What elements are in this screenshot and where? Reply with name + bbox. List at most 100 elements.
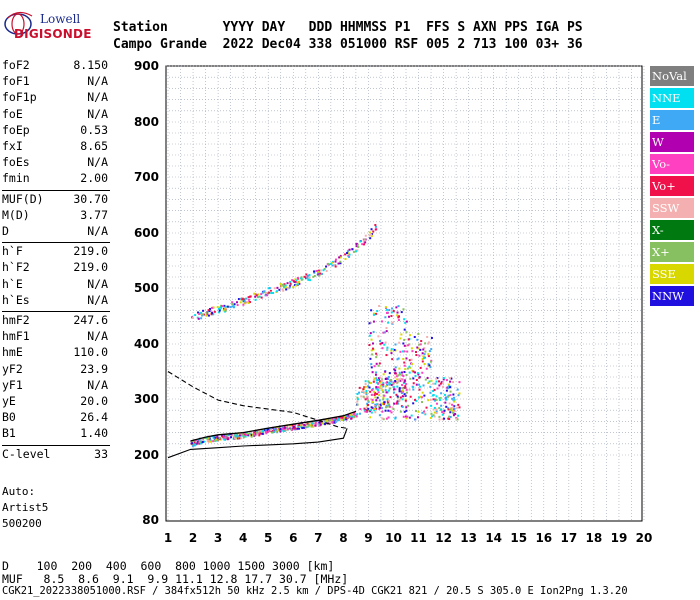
echo-point bbox=[287, 287, 290, 290]
echo-point bbox=[264, 294, 267, 297]
echo-point bbox=[423, 353, 426, 356]
echo-point bbox=[371, 399, 374, 402]
echo-point bbox=[416, 372, 419, 375]
echo-point bbox=[396, 385, 399, 388]
echo-point bbox=[422, 355, 425, 358]
echo-point bbox=[290, 424, 293, 427]
echo-point bbox=[242, 303, 245, 306]
echo-point bbox=[388, 381, 391, 384]
echo-point bbox=[425, 406, 428, 409]
echo-point bbox=[421, 401, 424, 404]
echo-point bbox=[340, 419, 343, 422]
echo-point bbox=[351, 248, 354, 251]
echo-point bbox=[296, 276, 299, 279]
y-tick-label: 400 bbox=[134, 337, 159, 351]
echo-point bbox=[392, 388, 395, 391]
echo-point bbox=[347, 414, 350, 417]
echo-point bbox=[312, 420, 315, 423]
echo-point bbox=[427, 362, 430, 365]
echo-point bbox=[374, 396, 377, 399]
x-tick-label: 4 bbox=[239, 531, 247, 545]
echo-point bbox=[335, 417, 338, 420]
echo-point bbox=[373, 409, 376, 412]
echo-point bbox=[403, 364, 406, 367]
echo-point bbox=[343, 415, 346, 418]
echo-point bbox=[384, 316, 387, 319]
echo-point bbox=[326, 418, 329, 421]
param-row: h`E N/A bbox=[2, 277, 108, 293]
echo-point bbox=[378, 408, 381, 411]
echo-point bbox=[344, 257, 347, 260]
echo-point bbox=[449, 411, 452, 414]
echo-point bbox=[237, 298, 240, 301]
echo-point bbox=[365, 391, 368, 394]
echo-point bbox=[361, 243, 364, 246]
echo-point bbox=[405, 357, 408, 360]
echo-point bbox=[374, 411, 377, 414]
echo-point bbox=[308, 273, 311, 276]
echo-point bbox=[408, 388, 411, 391]
echo-point bbox=[306, 424, 309, 427]
echo-point bbox=[240, 297, 243, 300]
echo-point bbox=[368, 234, 371, 237]
echo-point bbox=[330, 261, 333, 264]
echo-point bbox=[391, 358, 394, 361]
echo-point bbox=[384, 409, 387, 412]
echo-point bbox=[375, 407, 378, 410]
echo-point bbox=[225, 434, 228, 437]
echo-point bbox=[421, 352, 424, 355]
param-row: B1 1.40 bbox=[2, 426, 108, 442]
echo-point bbox=[444, 398, 447, 401]
echo-point bbox=[409, 395, 412, 398]
echo-point bbox=[291, 279, 294, 282]
echo-point bbox=[266, 294, 269, 297]
x-tick-label: 6 bbox=[289, 531, 297, 545]
echo-point bbox=[235, 435, 238, 438]
param-row: C-level 33 bbox=[2, 447, 108, 463]
echo-point bbox=[334, 264, 337, 267]
echo-point bbox=[428, 364, 431, 367]
echo-point bbox=[314, 421, 317, 424]
echo-point bbox=[402, 374, 405, 377]
echo-point bbox=[451, 381, 454, 384]
echo-point bbox=[416, 338, 419, 341]
echo-point bbox=[365, 390, 368, 393]
echo-point bbox=[278, 288, 281, 291]
echo-point bbox=[382, 385, 385, 388]
echo-point bbox=[435, 408, 438, 411]
echo-point bbox=[399, 396, 402, 399]
echo-point bbox=[379, 381, 382, 384]
echo-point bbox=[268, 287, 271, 290]
echo-point bbox=[337, 262, 340, 265]
echo-point bbox=[207, 437, 210, 440]
echo-point bbox=[253, 292, 256, 295]
echo-point bbox=[213, 436, 216, 439]
echo-point bbox=[334, 260, 337, 263]
echo-point bbox=[363, 239, 366, 242]
echo-point bbox=[412, 370, 415, 373]
echo-point bbox=[377, 403, 380, 406]
y-tick-label: 600 bbox=[134, 226, 159, 240]
echo-point bbox=[423, 357, 426, 360]
param-name: yE bbox=[2, 394, 16, 408]
echo-point bbox=[264, 428, 267, 431]
echo-point bbox=[448, 415, 451, 418]
echo-point bbox=[303, 275, 306, 278]
echo-point bbox=[381, 417, 384, 420]
echo-point bbox=[208, 440, 211, 443]
echo-point bbox=[369, 416, 372, 419]
echo-point bbox=[292, 280, 295, 283]
echo-point bbox=[254, 430, 257, 433]
echo-point bbox=[378, 399, 381, 402]
echo-point bbox=[429, 398, 432, 401]
echo-point bbox=[291, 424, 294, 427]
echo-point bbox=[404, 398, 407, 401]
echo-point bbox=[403, 338, 406, 341]
echo-point bbox=[280, 285, 283, 288]
echo-point bbox=[369, 321, 372, 324]
echo-point bbox=[430, 348, 433, 351]
echo-point bbox=[234, 437, 237, 440]
echo-point bbox=[298, 282, 301, 285]
echo-point bbox=[400, 390, 403, 393]
echo-point bbox=[212, 437, 215, 440]
